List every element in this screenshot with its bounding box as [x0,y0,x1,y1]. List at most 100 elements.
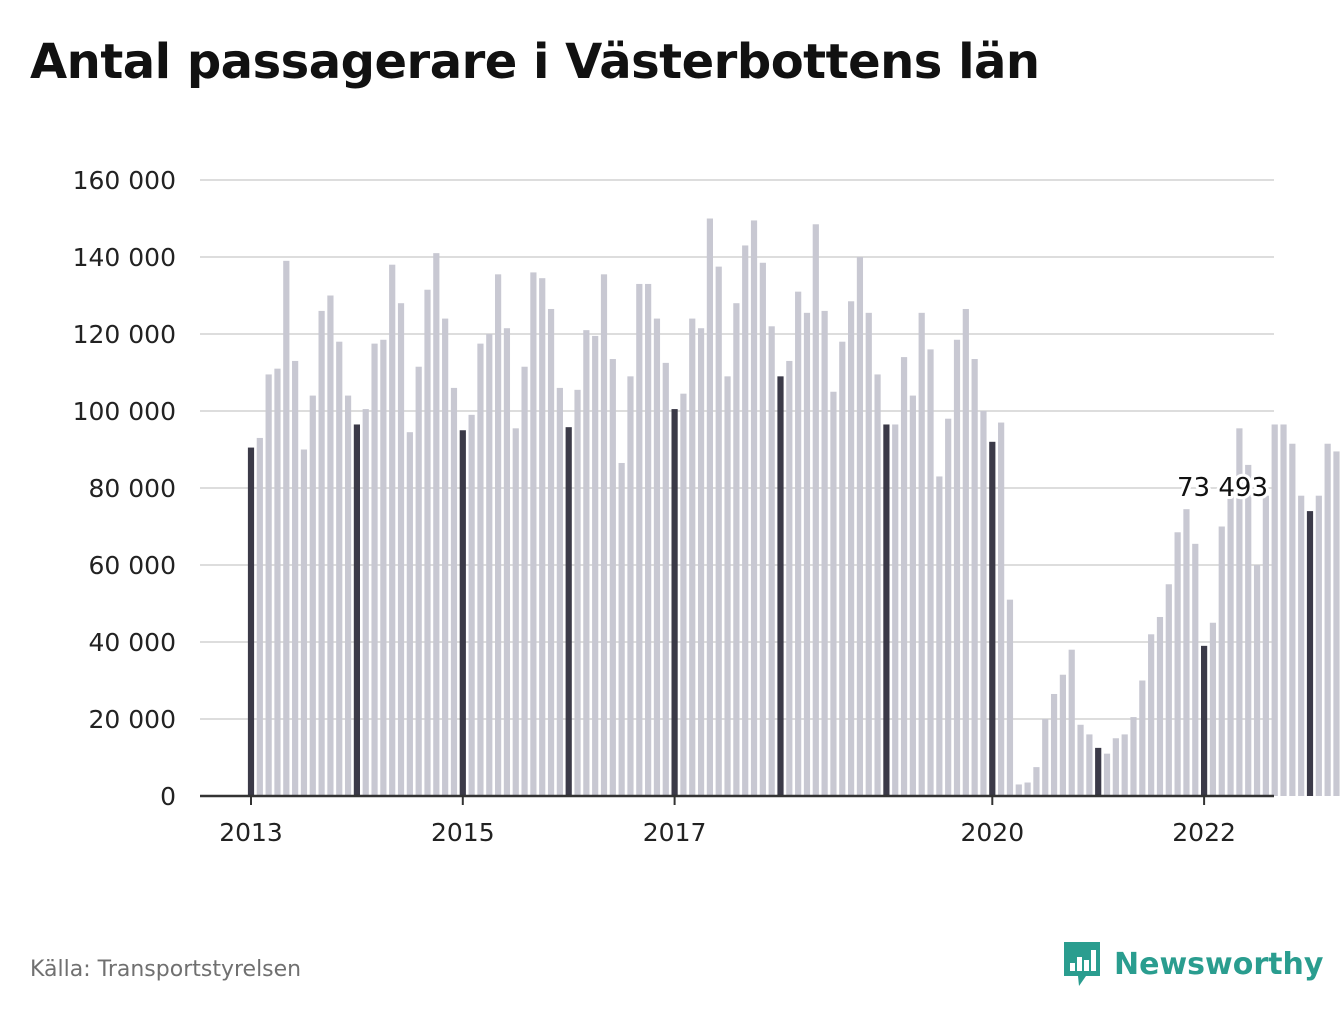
bar [1192,543,1199,796]
bar [1306,511,1314,796]
bar [424,289,431,796]
bar [777,376,784,796]
bar [953,339,961,796]
bar [362,409,369,796]
bar [495,274,502,796]
x-axis: 201320152017202020222024 [200,794,1274,847]
bar [327,295,334,796]
bar-chart: 0 20 000 40 000 60 000 80 000 100 000 120 000 1… [73,166,1340,847]
bar [733,303,740,796]
bar [848,301,855,796]
bar [1236,428,1243,796]
brand-name: Newsworthy [1114,946,1324,982]
y-axis-tick-labels: 0 20 000 40 000 60 000 80 000 100 000 120 000 1… [73,166,176,811]
bar [300,449,308,796]
bar-chart-speech-bubble-icon [1064,942,1100,986]
bar [874,374,881,796]
bar [292,360,299,796]
bar [512,428,519,796]
bar [918,312,925,796]
bar [1148,634,1155,796]
bar [283,260,290,797]
x-tick-label: 2015 [431,818,495,847]
bar [442,318,449,796]
bar [627,376,634,796]
bar [697,328,705,796]
bar [689,318,696,796]
bar [715,266,722,796]
bar [539,278,546,796]
y-tick-label: 120 000 [73,320,176,349]
bar [397,303,405,796]
bar [574,389,581,796]
bar [353,424,360,796]
bar [547,308,555,796]
bar [318,310,325,796]
bar [980,411,987,796]
bar [1121,734,1128,796]
bar [662,362,669,796]
bar [680,393,687,796]
bar [724,376,731,796]
bar [592,335,599,796]
bar [265,374,272,796]
bar [600,274,608,796]
bar [742,245,749,796]
bar [1068,649,1075,796]
bar [936,476,943,796]
bar [856,257,864,796]
bar [1042,719,1049,796]
bar [1298,495,1305,796]
bar [1174,532,1181,796]
y-tick-label: 140 000 [73,243,176,272]
bar [1112,738,1119,796]
y-tick-label: 160 000 [73,166,176,195]
bar [653,318,661,796]
x-tick-label: 2022 [1172,818,1236,847]
x-tick-label: 2017 [643,818,707,847]
bar [1050,693,1058,796]
bar [1077,724,1084,796]
bar [1059,674,1066,796]
bar [795,291,802,796]
bar [618,462,625,796]
bar [256,437,263,796]
bar [274,368,281,796]
bar [989,441,996,796]
bar [671,409,678,796]
bar [971,359,978,796]
bar [1130,717,1137,796]
bar [759,262,766,796]
bar [821,310,828,796]
bar [927,349,934,796]
bar [459,430,466,796]
bar [1086,734,1093,796]
bar [803,312,811,796]
bars [247,218,1340,797]
bar [1289,443,1296,796]
bar [583,330,590,796]
bar [1156,616,1164,796]
bar [380,339,387,796]
bar [1209,622,1217,796]
bar [1103,753,1111,796]
bar [1245,464,1252,796]
bar [468,414,475,796]
bar [1253,565,1261,796]
bar [909,395,916,796]
bar [1006,599,1014,796]
bar [750,220,758,797]
bar [309,395,316,796]
bar [1183,509,1190,796]
bar [1227,489,1234,796]
y-tick-label: 0 [160,782,176,811]
bar [812,224,819,796]
bar [1015,784,1022,796]
source-note: Källa: Transportstyrelsen [30,957,302,982]
bar [1024,782,1031,796]
bar [1095,747,1102,796]
bar [636,283,643,796]
brand-logo: Newsworthy [1062,940,1323,988]
bar [1139,680,1146,796]
bar [556,387,563,796]
